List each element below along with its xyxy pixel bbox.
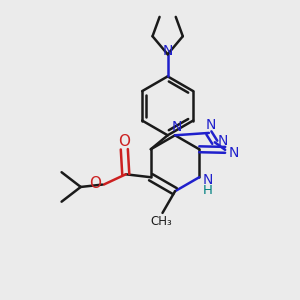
- Text: N: N: [203, 173, 213, 187]
- Text: N: N: [171, 120, 182, 134]
- Text: CH₃: CH₃: [150, 214, 172, 228]
- Text: N: N: [205, 118, 215, 132]
- Text: N: N: [218, 134, 228, 148]
- Text: N: N: [228, 146, 239, 161]
- Text: H: H: [203, 184, 213, 197]
- Text: O: O: [118, 134, 130, 148]
- Text: N: N: [163, 44, 173, 58]
- Text: O: O: [89, 176, 101, 190]
